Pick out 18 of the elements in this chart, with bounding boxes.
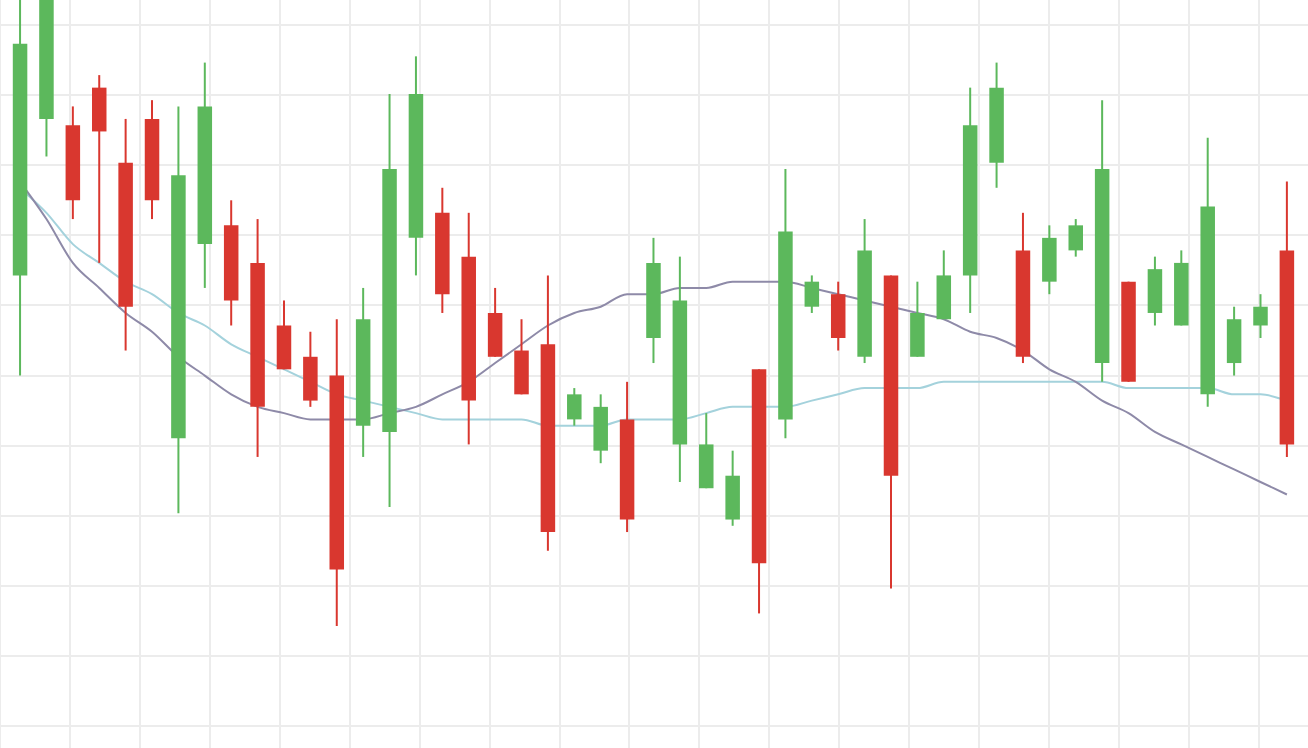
candlestick [1226, 305, 1242, 377]
candlestick [91, 74, 107, 264]
candlestick [514, 318, 529, 396]
candlestick [276, 299, 292, 371]
candlestick [725, 449, 740, 527]
candlestick [487, 286, 503, 358]
candlestick [910, 280, 925, 358]
candlestick [936, 249, 952, 321]
candlestick [699, 412, 714, 490]
candlestick [567, 387, 582, 427]
candlestick [593, 393, 608, 465]
candlestick [1068, 218, 1084, 258]
candlestick [830, 280, 846, 352]
candlestick [1147, 255, 1163, 327]
candlestick [804, 274, 820, 314]
candlestick [1253, 293, 1268, 340]
candlestick [1042, 224, 1057, 296]
candlestick [303, 330, 318, 408]
